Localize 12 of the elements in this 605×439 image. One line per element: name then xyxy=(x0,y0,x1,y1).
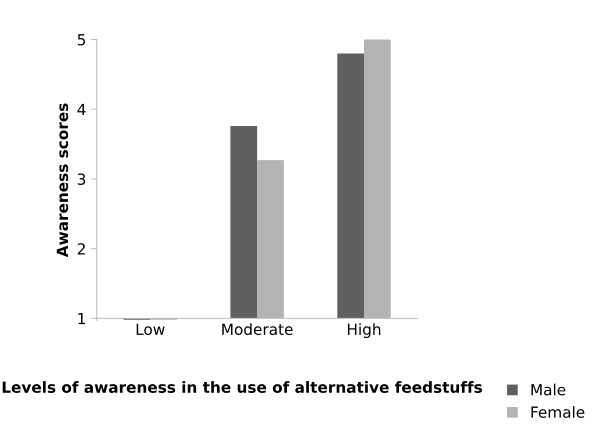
y-tick-label: 2 xyxy=(78,243,85,254)
x-tick-label: Moderate xyxy=(222,323,293,336)
legend-label: Male xyxy=(531,384,566,396)
y-tick-label: 1 xyxy=(78,313,85,324)
legend-label: Female xyxy=(531,406,584,418)
x-tick-label: High xyxy=(348,323,380,338)
x-tick-label: Low xyxy=(136,324,165,336)
x-axis-title: Levels of awareness in the use of alternative feedstuffs xyxy=(2,381,482,393)
y-tick-label: 3 xyxy=(78,173,86,185)
y-tick-label: 4 xyxy=(77,104,86,116)
y-axis-title: Awareness scores xyxy=(56,103,68,258)
y-tick-label: 5 xyxy=(78,34,86,46)
